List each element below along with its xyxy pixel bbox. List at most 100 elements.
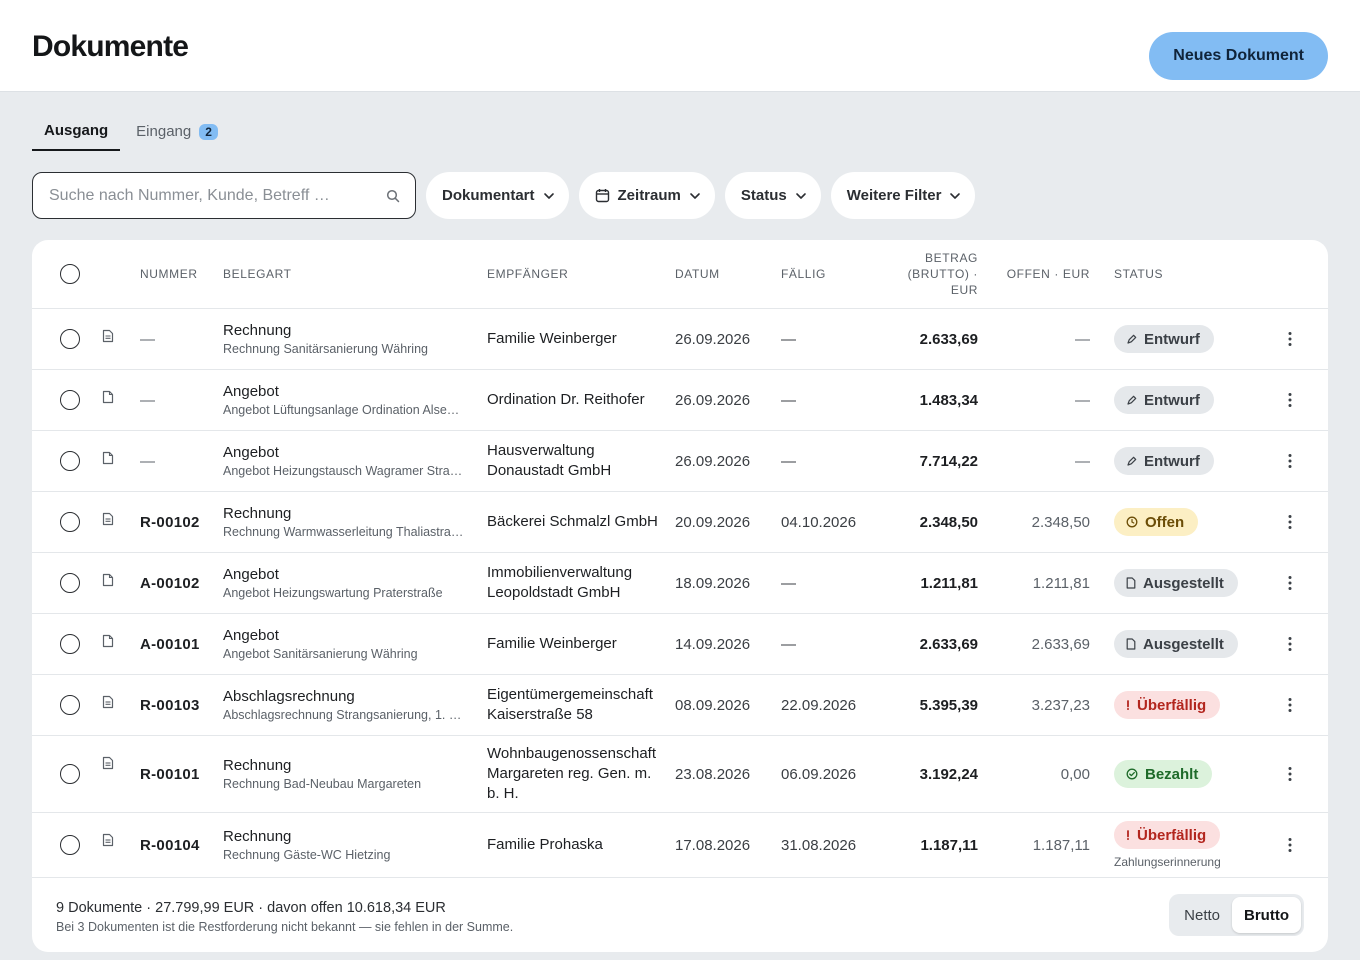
document-subject: Angebot Lüftungsanlage Ordination Alse… [223, 403, 460, 417]
document-number[interactable]: — [140, 391, 156, 409]
document-number[interactable]: A-00102 [140, 574, 200, 592]
col-number[interactable]: NUMMER [140, 267, 198, 281]
recipient: Ordination Dr. Reithofer [487, 391, 645, 408]
table-row[interactable]: R-00103 Abschlagsrechnung Abschlagsrechnun… [32, 675, 1328, 736]
table-row[interactable]: R-00101 Rechnung Rechnung Bad-Neubau Marga… [32, 736, 1328, 813]
document-number[interactable]: R-00103 [140, 696, 200, 714]
page-title: Dokumente [32, 30, 189, 63]
recipient: Bäckerei Schmalzl GmbH [487, 513, 658, 530]
document-number[interactable]: — [140, 452, 156, 470]
table-row[interactable]: — Angebot Angebot Heizungstausch Wagramer … [32, 431, 1328, 492]
row-checkbox[interactable] [60, 695, 80, 715]
document-number[interactable]: R-00104 [140, 836, 200, 854]
col-amount-line: BETRAG [925, 251, 978, 265]
col-open[interactable]: OFFEN · EUR [1006, 267, 1090, 281]
col-type[interactable]: BELEGART [223, 267, 292, 281]
open-amount: — [1075, 391, 1090, 409]
row-checkbox[interactable] [60, 390, 80, 410]
tab-ausgang[interactable]: Ausgang [32, 112, 121, 151]
document-subject: Angebot Heizungstausch Wagramer Stra… [223, 464, 463, 478]
select-all-checkbox[interactable] [60, 264, 80, 284]
filter-label: Weitere Filter [846, 187, 942, 204]
recipient: Familie Prohaska [487, 836, 603, 853]
col-amount[interactable]: BETRAG (BRUTTO) · EUR [878, 240, 978, 308]
document-number[interactable]: A-00101 [140, 635, 200, 653]
status-cell: Offen [1114, 492, 1199, 552]
document-type: Angebot [223, 566, 279, 583]
status-badge: Ausgestellt [1114, 569, 1238, 597]
row-checkbox[interactable] [60, 451, 80, 471]
more-actions-icon[interactable] [1280, 492, 1300, 552]
more-actions-icon[interactable] [1280, 813, 1300, 877]
due-date: — [781, 391, 796, 409]
table-row[interactable]: A-00102 Angebot Angebot Heizungswartung Pr… [32, 553, 1328, 614]
document-number[interactable]: R-00101 [140, 765, 200, 783]
more-actions-icon[interactable] [1280, 614, 1300, 674]
document-number[interactable]: — [140, 330, 156, 348]
open-amount: 2.633,69 [1031, 635, 1090, 653]
status-cell: Ausgestellt [1114, 553, 1238, 613]
status-cell: Entwurf [1114, 370, 1214, 430]
col-status[interactable]: STATUS [1114, 267, 1164, 281]
document-subject: Rechnung Gäste-WC Hietzing [223, 848, 391, 862]
document-type: Rechnung [223, 757, 292, 774]
tab-eingang[interactable]: Eingang 2 [124, 112, 230, 151]
gross-amount: 7.714,22 [919, 452, 978, 470]
more-actions-icon[interactable] [1280, 553, 1300, 613]
col-due[interactable]: FÄLLIG [781, 267, 826, 281]
row-checkbox[interactable] [60, 634, 80, 654]
table-row[interactable]: R-00104 Rechnung Rechnung Gäste-WC Hietzin… [32, 813, 1328, 878]
recipient: Immobilienverwaltung Leopoldstadt GmbH [487, 564, 633, 601]
more-actions-icon[interactable] [1280, 309, 1300, 369]
invoice-icon [102, 329, 114, 343]
due-date: 06.09.2026 [781, 765, 857, 783]
document-type-cell: Angebot Angebot Heizungstausch Wagramer S… [223, 431, 468, 491]
row-checkbox[interactable] [60, 573, 80, 593]
search-input[interactable] [49, 186, 385, 205]
table-row[interactable]: A-00101 Angebot Angebot Sanitärsanierung W… [32, 614, 1328, 675]
summary-text: 9 Dokumente · 27.799,99 EUR · davon offe… [56, 900, 446, 916]
invoice-icon [102, 695, 114, 709]
search-icon[interactable] [385, 188, 401, 204]
row-checkbox[interactable] [60, 764, 80, 784]
more-actions-icon[interactable] [1280, 370, 1300, 430]
row-select-cell [60, 553, 80, 613]
count-badge: 2 [199, 123, 218, 140]
document-type: Angebot [223, 383, 279, 400]
table-row[interactable]: R-00102 Rechnung Rechnung Warmwasserleitun… [32, 492, 1328, 553]
open-amount: 2.348,50 [1031, 513, 1090, 531]
due-date: — [781, 574, 796, 592]
row-checkbox[interactable] [60, 329, 80, 349]
table-row[interactable]: — Angebot Angebot Lüftungsanlage Ordinatio… [32, 370, 1328, 431]
document-date: 18.09.2026 [675, 574, 751, 592]
status-cell: Bezahlt [1114, 736, 1213, 812]
row-checkbox[interactable] [60, 835, 80, 855]
select-all-cell [60, 240, 80, 308]
open-amount: 0,00 [1060, 765, 1090, 783]
status-filter[interactable]: Status [724, 172, 821, 219]
due-date: — [781, 330, 796, 348]
offer-icon [102, 451, 114, 465]
open-amount: 1.187,11 [1032, 836, 1090, 854]
document-number[interactable]: R-00102 [140, 513, 200, 531]
period-filter[interactable]: Zeitraum [578, 172, 715, 219]
row-checkbox[interactable] [60, 512, 80, 532]
document-date: 20.09.2026 [675, 513, 751, 531]
new-document-button[interactable]: Neues Dokument [1149, 32, 1328, 80]
more-filters[interactable]: Weitere Filter [830, 172, 976, 219]
more-actions-icon[interactable] [1280, 736, 1300, 812]
tab-label: Eingang [136, 123, 192, 140]
col-recipient[interactable]: EMPFÄNGER [487, 267, 569, 281]
more-actions-icon[interactable] [1280, 675, 1300, 735]
col-date[interactable]: DATUM [675, 267, 720, 281]
tabs: Ausgang Eingang 2 [32, 112, 234, 152]
more-actions-icon[interactable] [1280, 431, 1300, 491]
document-type: Rechnung [223, 505, 292, 522]
gross-amount: 5.395,39 [919, 696, 978, 714]
status-label: Bezahlt [1145, 765, 1199, 783]
table-row[interactable]: — Rechnung Rechnung Sanitärsanierung Währi… [32, 309, 1328, 370]
toggle-netto[interactable]: Netto [1184, 906, 1220, 924]
doctype-filter[interactable]: Dokumentart [426, 172, 569, 219]
recipient: Wohnbaugenossenschaft Margareten reg. Ge… [487, 745, 657, 802]
toggle-brutto[interactable]: Brutto [1232, 897, 1301, 933]
